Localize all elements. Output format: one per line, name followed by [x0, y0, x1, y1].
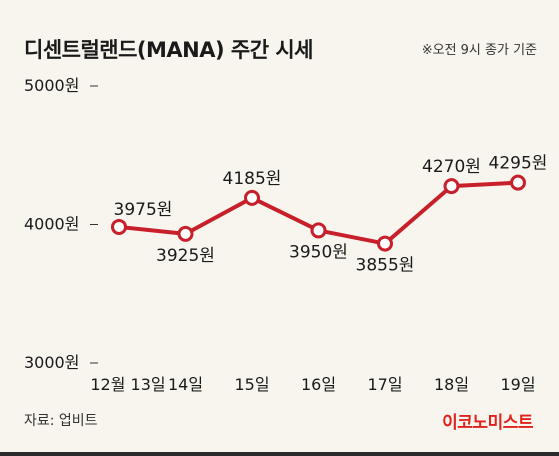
- chart-title: 디센트럴랜드(MANA) 주간 시세: [24, 38, 314, 62]
- data-point: [377, 235, 393, 252]
- x-tick-label: 18일: [434, 375, 469, 394]
- data-point: [111, 218, 127, 235]
- y-tick-label: 3000원: [24, 353, 79, 372]
- data-label: 3925원: [156, 246, 215, 266]
- data-point: [310, 222, 327, 239]
- data-labels: 3975원 3925원 4185원 3950원 3855원 4270원 4295원: [114, 154, 548, 276]
- data-point: [510, 174, 526, 191]
- y-axis: 5000원 4000원 3000원: [24, 76, 98, 372]
- y-tick-label: 5000원: [24, 76, 79, 95]
- data-label: 4295원: [489, 154, 548, 174]
- data-point: [244, 189, 260, 206]
- x-tick-label: 15일: [234, 375, 269, 394]
- data-point: [177, 225, 194, 242]
- data-label: 4185원: [223, 169, 282, 189]
- data-point: [443, 178, 460, 195]
- data-label: 4270원: [422, 157, 481, 177]
- x-axis: 12월 13일 14일 15일 16일 17일 18일 19일: [90, 375, 535, 394]
- x-tick-label: 12월 13일: [90, 375, 165, 394]
- source-credit: 자료: 업비트: [24, 413, 98, 429]
- bottom-rule: [0, 452, 559, 456]
- brand-logo: 이코노미스트: [442, 413, 533, 433]
- data-label: 3950원: [289, 242, 348, 262]
- y-tick-label: 4000원: [24, 215, 79, 234]
- data-label: 3975원: [114, 200, 173, 220]
- price-series: [111, 174, 526, 252]
- price-basis-note: ※오전 9시 종가 기준: [421, 43, 537, 58]
- x-tick-label: 14일: [168, 375, 203, 394]
- x-tick-label: 19일: [500, 375, 535, 394]
- x-tick-label: 17일: [367, 375, 402, 394]
- data-label: 3855원: [356, 256, 415, 276]
- x-tick-label: 16일: [301, 375, 336, 394]
